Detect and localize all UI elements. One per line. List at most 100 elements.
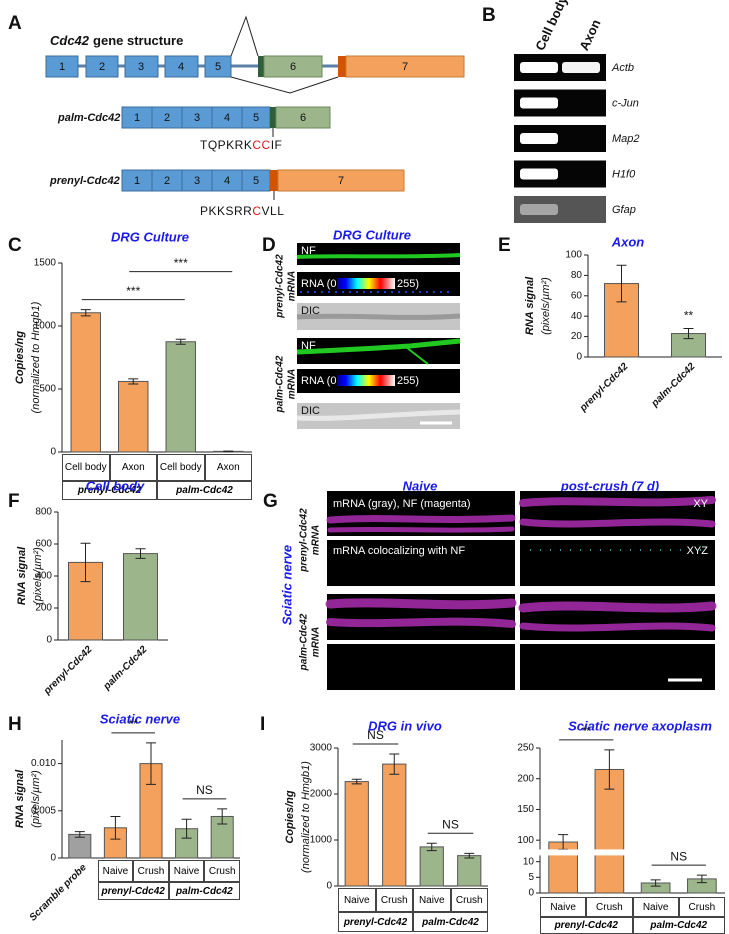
channel-label: DIC [301, 305, 320, 317]
y-axis-label: RNA signal [14, 769, 26, 828]
protein-sequence: TQPKRKCCIF [200, 138, 282, 152]
sequence-part: PKKSRR [200, 204, 252, 218]
table-cell: palm-Cdc42 [632, 917, 725, 934]
chart-title: Axon [611, 234, 645, 249]
error-bar [146, 742, 156, 785]
error-bar [181, 818, 192, 839]
bar [123, 553, 158, 641]
x-tick-label: palm-Cdc42 [649, 361, 698, 410]
table-cell-text: prenyl-Cdc42 [338, 912, 413, 932]
y-tick-label: 200 [35, 603, 52, 614]
exon-label: 6 [300, 112, 306, 124]
gel-band [520, 204, 558, 215]
exon-label: 2 [99, 61, 105, 73]
table-cell: Crush [678, 897, 725, 917]
x-tick-label: palm-Cdc42 [101, 644, 150, 693]
gel-band [520, 168, 558, 180]
y-tick-label: 200 [517, 773, 534, 784]
culture-micrographs [296, 243, 461, 429]
exon-label: 5 [253, 175, 259, 187]
table-cell-text: Naive [338, 888, 376, 912]
y-tick-label: 1500 [34, 258, 57, 269]
y-tick-label: 100 [517, 835, 534, 846]
table-cell: prenyl-Cdc42 [62, 481, 157, 500]
y-tick-label: 20 [571, 331, 583, 342]
gene-label: Gfap [612, 204, 636, 216]
x-tick-label: prenyl-Cdc42 [577, 361, 631, 415]
y-tick-label: 0 [576, 352, 582, 363]
exon-label: 1 [134, 112, 140, 124]
table-cell-text: Naive [168, 860, 205, 882]
y-tick-label: 3000 [310, 743, 333, 754]
exon-label: 5 [215, 61, 221, 73]
overlay-label: mRNA colocalizing with NF [333, 545, 465, 557]
bar [419, 846, 444, 887]
table-cell-text: palm-Cdc42 [157, 481, 252, 500]
column-title: post-crush (7 d) [560, 478, 659, 493]
row-label: mRNA [311, 525, 322, 556]
bar [68, 833, 92, 859]
exon-label: 2 [164, 175, 170, 187]
y-axis-note: (pixels/µm²) [32, 547, 44, 605]
table-cell: Crush [133, 860, 169, 882]
sequence-part: TQPKRK [200, 138, 252, 152]
y-axis-note: (normalized to Hmgb1) [300, 761, 312, 873]
panel-label: C [8, 235, 22, 256]
error-bar [389, 753, 400, 775]
row-label: prenyl-Cdc42 [299, 508, 310, 573]
error-bar [650, 879, 661, 887]
table-cell: palm-Cdc42 [168, 882, 240, 900]
y-tick-label: 40 [571, 311, 583, 322]
gene-name: Cdc42 [50, 33, 90, 48]
error-bar [135, 548, 146, 559]
table-cell-text: Cell body [62, 454, 110, 481]
y-tick-label: 500 [39, 384, 56, 395]
y-tick-label: 0.005 [31, 805, 56, 816]
panel-label: D [262, 235, 276, 256]
nerve-micrographs [325, 491, 717, 690]
table-cell-text: prenyl-Cdc42 [540, 917, 633, 934]
table-cell-text: Crush [204, 860, 240, 882]
isoform-name: prenyl-Cdc42 [49, 175, 120, 187]
table-cell-text: palm-Cdc42 [168, 882, 240, 900]
error-bar [110, 815, 121, 840]
row-label: mRNA [287, 271, 298, 302]
error-bar [696, 874, 707, 884]
table-cell-text: Crush [450, 888, 488, 912]
error-bar [616, 264, 627, 303]
table-cell: prenyl-Cdc42 [540, 917, 633, 934]
bar [457, 855, 482, 887]
error-bar [80, 542, 91, 583]
gene-label: Map2 [612, 133, 640, 145]
exon-label: 4 [224, 112, 230, 124]
table-cell: palm-Cdc42 [157, 481, 252, 500]
chart-title: Sciatic nerve [100, 711, 180, 726]
channel-label: NF [301, 340, 316, 352]
significance-label: ** [684, 309, 694, 323]
exon-label: 1 [134, 175, 140, 187]
lane-label: Axon [576, 17, 603, 53]
table-cell-text: Crush [375, 888, 413, 912]
y-axis-label: RNA signal [16, 546, 28, 605]
bar [68, 561, 103, 641]
gene-title-text: gene structure [93, 33, 183, 48]
y-tick-label: 10 [523, 856, 535, 867]
bar [165, 341, 196, 453]
significance-label: ** [582, 724, 592, 738]
bar [594, 769, 625, 894]
error-bar [464, 852, 475, 859]
row-label: palm-Cdc42 [299, 613, 310, 671]
column-title: Naive [403, 478, 438, 493]
panel-label: B [482, 5, 496, 26]
table-cell-text: palm-Cdc42 [632, 917, 725, 934]
exon-label: 7 [402, 61, 408, 73]
significance-label: NS [367, 728, 384, 742]
exon-label: 4 [224, 175, 230, 187]
row-label: palm-Cdc42 [275, 355, 286, 413]
table-cell-text: Axon [109, 454, 157, 481]
gene-title: Cdc42 gene structure [50, 33, 183, 48]
side-title: Sciatic nerve [279, 545, 294, 625]
table-cell: Naive [168, 860, 205, 882]
table-cell-text: Naive [413, 888, 451, 912]
